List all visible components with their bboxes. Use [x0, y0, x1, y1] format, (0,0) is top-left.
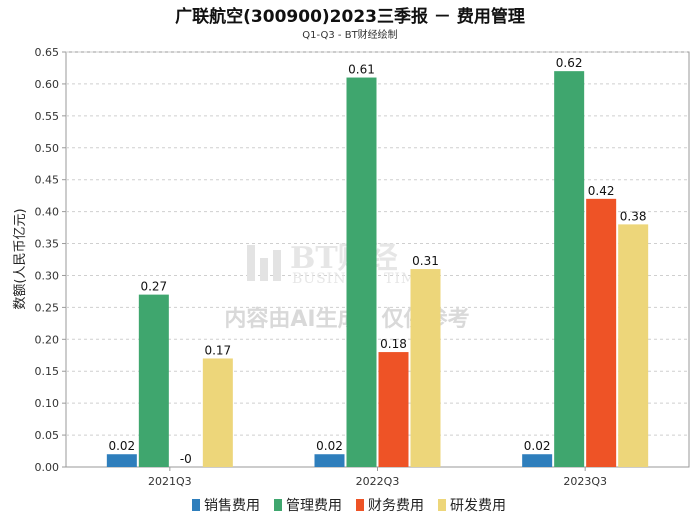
- chart-subtitle: Q1-Q3 - BT财经绘制: [302, 28, 397, 41]
- y-tick-label: 0.25: [35, 301, 60, 314]
- bar: [346, 77, 377, 468]
- data-label: 0.17: [204, 343, 231, 357]
- data-label: 0.42: [588, 184, 615, 198]
- y-tick-label: 0.45: [35, 174, 60, 187]
- bar: [138, 294, 169, 467]
- y-tick-label: 0.40: [35, 206, 60, 219]
- legend-swatch: [438, 499, 446, 511]
- legend-label: 财务费用: [368, 498, 424, 514]
- chart-title: 广联航空(300900)2023三季报 － 费用管理: [175, 6, 525, 27]
- data-label: 0.18: [380, 337, 407, 351]
- legend-label: 研发费用: [450, 498, 506, 514]
- data-label: 0.02: [316, 439, 343, 453]
- y-tick-label: 0.60: [35, 78, 60, 91]
- y-axis-title: 数额(人民币亿元): [13, 208, 28, 309]
- x-tick-label: 2023Q3: [563, 475, 607, 488]
- data-label: 0.02: [108, 439, 135, 453]
- legend-swatch: [274, 499, 282, 511]
- data-label: 0.62: [556, 56, 583, 70]
- bar: [586, 198, 617, 467]
- data-label: 0.38: [620, 209, 647, 223]
- bar: [314, 454, 345, 467]
- x-tick-label: 2021Q3: [148, 475, 192, 488]
- bt-logo-icon: [247, 245, 281, 281]
- x-tick-label: 2022Q3: [356, 475, 400, 488]
- y-tick-label: 0.10: [35, 397, 60, 410]
- y-tick-label: 0.20: [35, 333, 60, 346]
- y-tick-label: 0.65: [35, 46, 60, 59]
- y-tick-label: 0.55: [35, 110, 60, 123]
- y-tick-label: 0.00: [35, 461, 60, 474]
- bar: [410, 269, 441, 467]
- bar: [378, 352, 409, 467]
- y-tick-label: 0.05: [35, 429, 60, 442]
- bar: [522, 454, 553, 467]
- data-label: 0.27: [140, 280, 167, 294]
- watermark-logo-text: BT财经: [290, 241, 398, 276]
- y-tick-label: 0.50: [35, 142, 60, 155]
- y-tick-label: 0.35: [35, 238, 60, 251]
- data-label: -0: [180, 452, 192, 466]
- y-tick-label: 0.15: [35, 365, 60, 378]
- data-label: 0.61: [348, 63, 375, 77]
- data-label: 0.31: [412, 254, 439, 268]
- legend-label: 销售费用: [204, 498, 260, 514]
- bar: [618, 224, 649, 467]
- data-label: 0.02: [524, 439, 551, 453]
- bar: [106, 454, 137, 467]
- y-tick-label: 0.30: [35, 269, 60, 282]
- legend-swatch: [356, 499, 364, 511]
- bar: [554, 71, 585, 468]
- legend-swatch: [192, 499, 200, 511]
- legend-label: 管理费用: [286, 498, 342, 514]
- bar: [202, 358, 233, 467]
